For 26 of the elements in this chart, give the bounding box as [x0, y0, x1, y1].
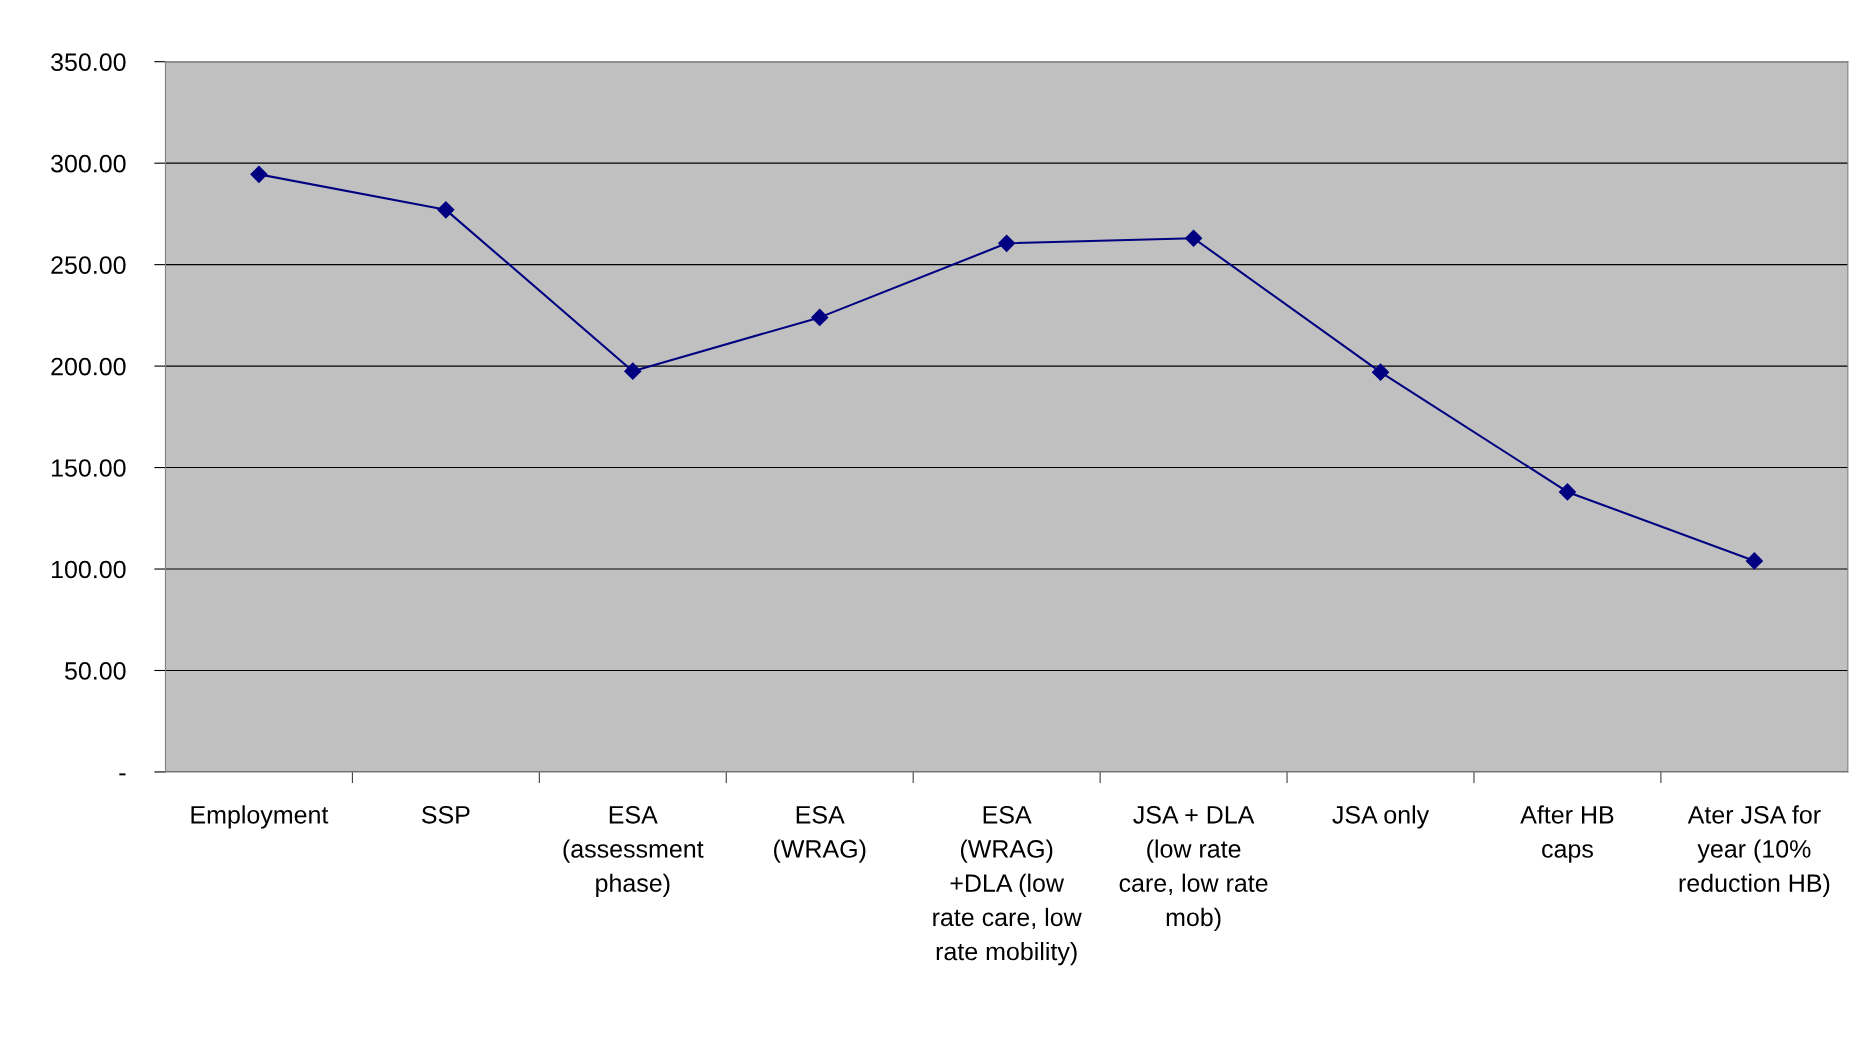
point: [1371, 363, 1390, 381]
x-tick-label: JSA only: [1332, 805, 1430, 829]
x-tick-label: ESA (WRAG) +DLA (low rate care, low rate mobility): [933, 805, 1082, 966]
point: [250, 165, 268, 183]
x-tick-label: Ater JSA for year (10% reduction HB): [1679, 805, 1830, 897]
x-tick-label: Employment: [191, 805, 329, 829]
point: [998, 234, 1016, 252]
y-tick-label: 150.00: [52, 459, 126, 477]
y-tick-label: 250.00: [51, 256, 126, 274]
x-tick-label: SSP: [421, 805, 470, 824]
x-tick-label: ESA (assessment phase): [563, 805, 704, 897]
y-tick-label: 350.00: [51, 53, 126, 72]
point: [624, 362, 642, 380]
y-tick-label: 200.00: [51, 357, 126, 376]
x-tick-label: After HB caps: [1520, 805, 1614, 863]
y-tick-label: 100.00: [52, 560, 126, 579]
point: [1558, 483, 1576, 501]
point: [437, 201, 455, 219]
y-tick-label: 300.00: [51, 154, 126, 173]
x-tick-label: JSA + DLA (low rate care, low rate mob): [1119, 805, 1268, 932]
point: [1185, 229, 1203, 247]
x-tick-label: ESA (WRAG): [774, 805, 866, 863]
point: [811, 308, 829, 326]
point: [1745, 552, 1763, 570]
y-tick-label: 50.00: [65, 662, 126, 680]
y-tick-label: -: [119, 773, 126, 776]
